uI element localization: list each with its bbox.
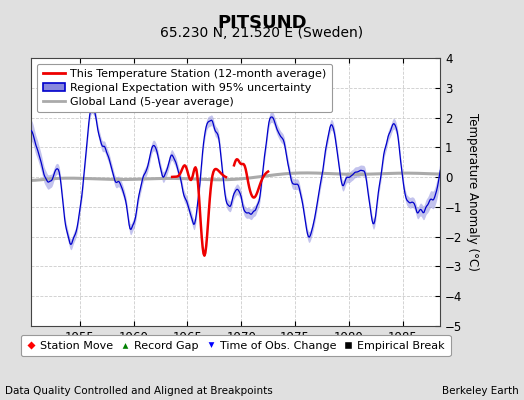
Y-axis label: Temperature Anomaly (°C): Temperature Anomaly (°C) bbox=[466, 113, 479, 271]
Text: 65.230 N, 21.520 E (Sweden): 65.230 N, 21.520 E (Sweden) bbox=[160, 26, 364, 40]
Text: Berkeley Earth: Berkeley Earth bbox=[442, 386, 519, 396]
Legend: This Temperature Station (12-month average), Regional Expectation with 95% uncer: This Temperature Station (12-month avera… bbox=[37, 64, 332, 112]
Text: Data Quality Controlled and Aligned at Breakpoints: Data Quality Controlled and Aligned at B… bbox=[5, 386, 273, 396]
Text: PITSUND: PITSUND bbox=[217, 14, 307, 32]
Legend: Station Move, Record Gap, Time of Obs. Change, Empirical Break: Station Move, Record Gap, Time of Obs. C… bbox=[21, 335, 451, 356]
